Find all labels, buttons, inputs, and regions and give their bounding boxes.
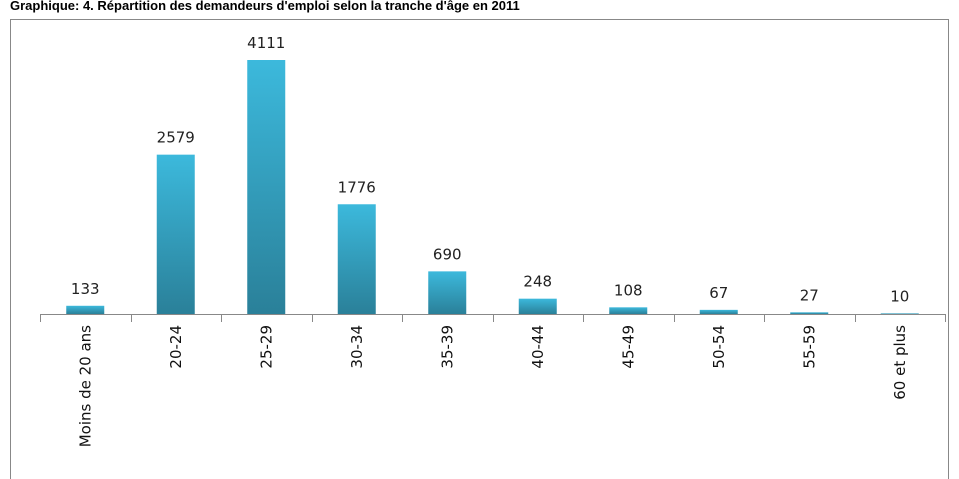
- chart-frame: [10, 19, 949, 479]
- x-tick-label: 55-59: [800, 325, 818, 369]
- x-tick-label: 60 et plus: [891, 325, 909, 400]
- bar: [247, 60, 286, 314]
- data-label: 10: [890, 287, 909, 305]
- bar: [790, 312, 829, 314]
- data-label: 4111: [247, 34, 285, 52]
- bar: [428, 271, 467, 314]
- x-tick-label: 40-44: [529, 325, 547, 369]
- data-label: 133: [71, 280, 100, 298]
- bar: [156, 154, 195, 314]
- x-tick-label: 35-39: [438, 325, 456, 369]
- data-label: 690: [433, 245, 462, 263]
- data-label: 67: [709, 284, 728, 302]
- bar: [699, 309, 738, 314]
- chart-title: Graphique: 4. Répartition des demandeurs…: [10, 0, 520, 13]
- x-tick-label: 30-34: [348, 325, 366, 369]
- bar: [337, 204, 376, 314]
- data-label: 27: [800, 286, 819, 304]
- bar: [609, 307, 648, 314]
- data-label: 108: [614, 281, 643, 299]
- x-tick-label: 20-24: [167, 325, 185, 369]
- data-label: 248: [523, 273, 552, 291]
- data-label: 2579: [157, 129, 195, 147]
- bar: [880, 313, 919, 314]
- data-label: 1776: [338, 178, 376, 196]
- bar: [66, 305, 105, 314]
- x-tick-label: Moins de 20 ans: [76, 325, 94, 447]
- x-tick-label: 25-29: [257, 325, 275, 369]
- bar: [518, 298, 557, 314]
- x-tick-label: 50-54: [710, 325, 728, 369]
- x-tick-label: 45-49: [619, 325, 637, 369]
